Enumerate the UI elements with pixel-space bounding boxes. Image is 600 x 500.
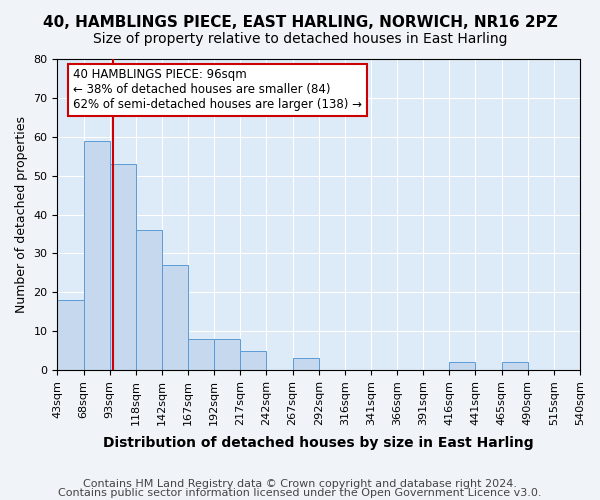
X-axis label: Distribution of detached houses by size in East Harling: Distribution of detached houses by size … [103,436,534,450]
Text: Size of property relative to detached houses in East Harling: Size of property relative to detached ho… [93,32,507,46]
Bar [136,230,162,370]
Bar [241,350,266,370]
Bar [162,265,188,370]
Bar [188,339,214,370]
Bar [58,300,83,370]
Text: 40 HAMBLINGS PIECE: 96sqm
← 38% of detached houses are smaller (84)
62% of semi-: 40 HAMBLINGS PIECE: 96sqm ← 38% of detac… [73,68,362,112]
Bar [502,362,528,370]
Bar [83,140,110,370]
Y-axis label: Number of detached properties: Number of detached properties [15,116,28,313]
Bar [449,362,475,370]
Text: Contains HM Land Registry data © Crown copyright and database right 2024.: Contains HM Land Registry data © Crown c… [83,479,517,489]
Text: 40, HAMBLINGS PIECE, EAST HARLING, NORWICH, NR16 2PZ: 40, HAMBLINGS PIECE, EAST HARLING, NORWI… [43,15,557,30]
Bar [110,164,136,370]
Bar [293,358,319,370]
Text: Contains public sector information licensed under the Open Government Licence v3: Contains public sector information licen… [58,488,542,498]
Bar [214,339,241,370]
